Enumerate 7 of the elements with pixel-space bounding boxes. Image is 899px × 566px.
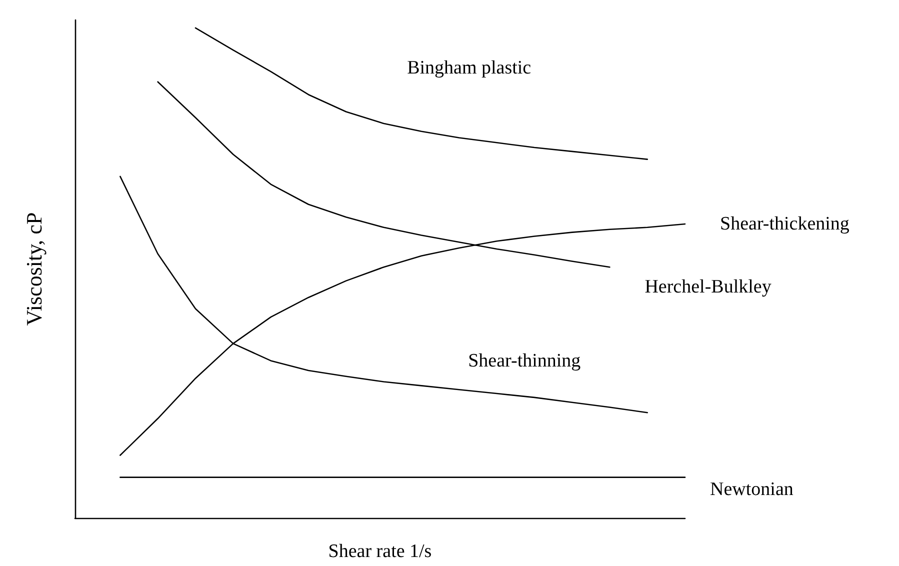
series-label: Newtonian [710,478,794,500]
series-label: Shear-thinning [468,350,582,372]
series-label: Shear-thickening [720,213,850,234]
y-axis-title: Viscosity, cP [22,212,46,326]
series-label: Herchel-Bulkley [644,276,772,298]
x-axis-title: Shear rate 1/s [328,541,432,562]
text: Bingham plastic [407,58,532,79]
